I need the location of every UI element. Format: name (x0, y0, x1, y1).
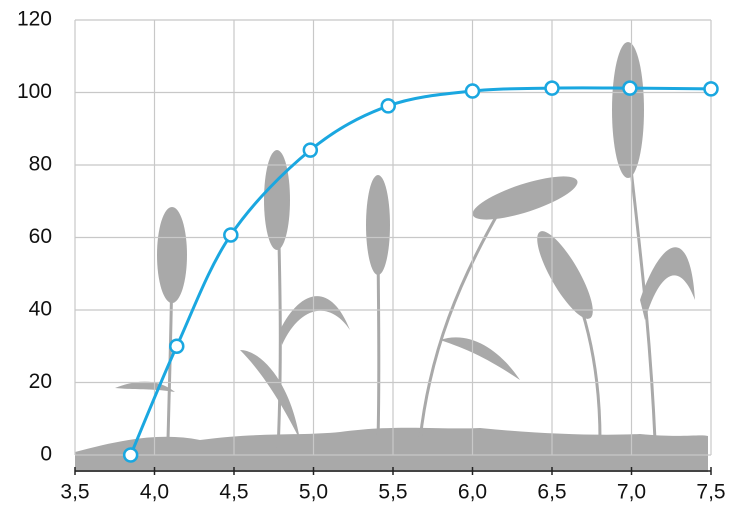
x-tick-label: 3,5 (60, 481, 89, 504)
point (623, 82, 636, 95)
y-tick-label: 80 (29, 153, 52, 176)
y-tick-label: 60 (29, 225, 52, 248)
x-tick-label: 5,5 (378, 481, 407, 504)
point (304, 144, 317, 157)
point (124, 449, 137, 462)
x-tick-label: 6,0 (458, 481, 487, 504)
y-tick-label: 40 (29, 298, 52, 321)
point (466, 85, 479, 98)
point (170, 340, 183, 353)
y-tick-label: 120 (17, 8, 52, 31)
x-tick-label: 7,0 (617, 481, 646, 504)
x-tick-label: 5,0 (299, 481, 328, 504)
chart: 0 20 40 60 80 100 120 3,5 4,0 4,5 5,0 5,5 6,0 6,5 7,0 7… (0, 0, 731, 509)
y-tick-label: 20 (29, 370, 52, 393)
x-tick-label: 7,5 (696, 481, 725, 504)
point (382, 99, 395, 112)
point (546, 82, 559, 95)
y-tick-label: 0 (40, 443, 52, 466)
y-tick-label: 100 (17, 80, 52, 103)
point (224, 228, 237, 241)
point (705, 82, 718, 95)
x-tick-label: 4,5 (219, 481, 248, 504)
x-tick-label: 6,5 (537, 481, 566, 504)
x-tick-label: 4,0 (140, 481, 169, 504)
